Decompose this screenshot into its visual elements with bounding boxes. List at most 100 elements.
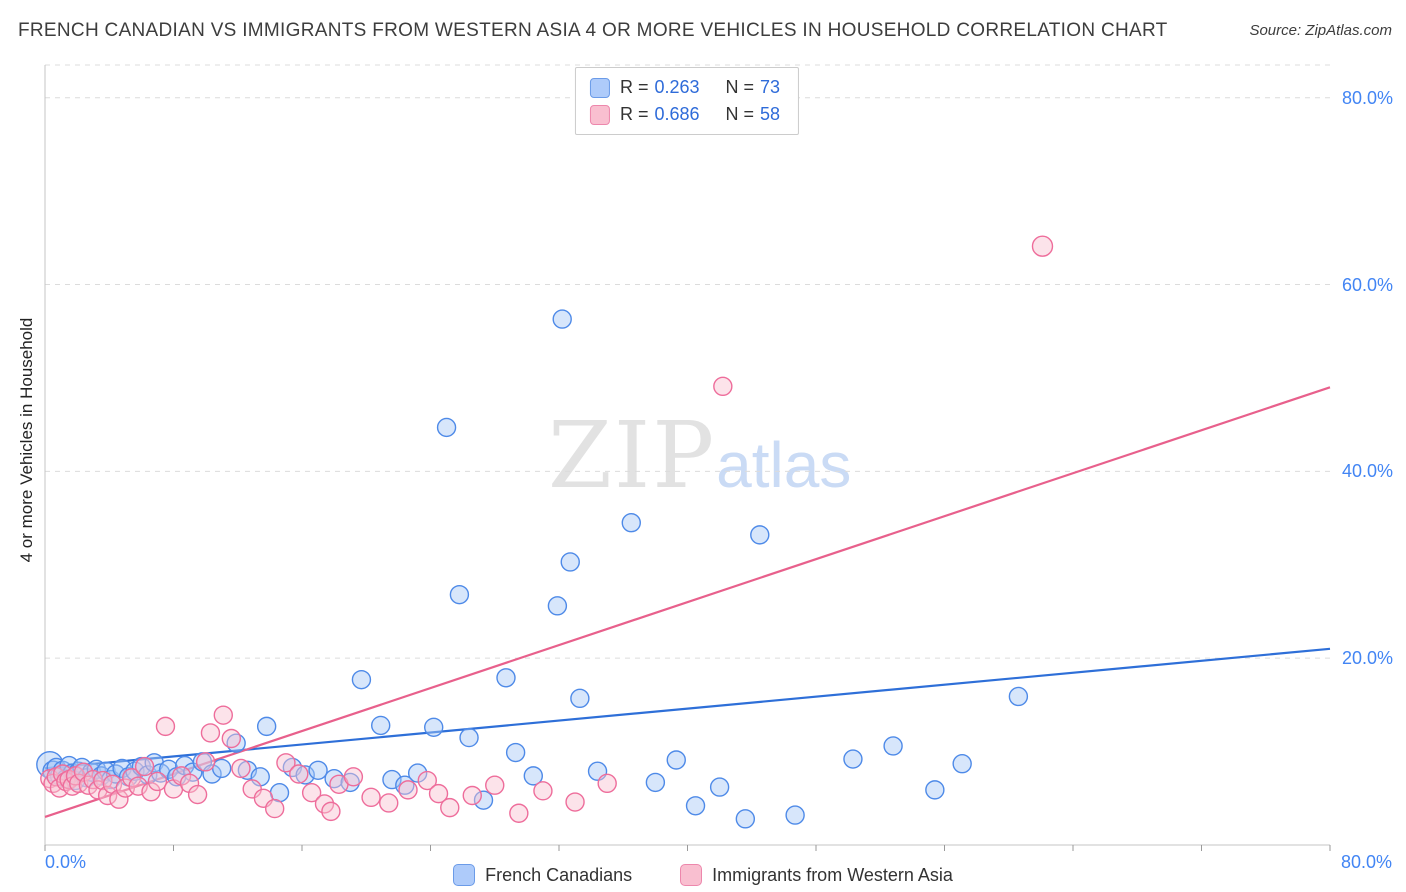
y-axis-title: 4 or more Vehicles in Household bbox=[17, 317, 36, 563]
data-point bbox=[398, 780, 418, 800]
data-point bbox=[440, 797, 460, 818]
legend-label: Immigrants from Western Asia bbox=[712, 864, 953, 885]
data-point bbox=[735, 809, 756, 829]
data-point bbox=[666, 750, 686, 770]
bottom-legend-item: Immigrants from Western Asia bbox=[680, 864, 953, 886]
legend-row: R = 0.263 N = 73 bbox=[589, 77, 781, 98]
data-point bbox=[685, 796, 706, 816]
legend-label: French Canadians bbox=[485, 864, 633, 885]
data-point bbox=[314, 794, 335, 814]
n-value: 58 bbox=[760, 104, 781, 124]
data-point bbox=[343, 767, 364, 787]
data-point bbox=[645, 772, 666, 793]
data-point bbox=[141, 782, 161, 802]
data-point bbox=[509, 803, 529, 823]
data-point bbox=[134, 756, 155, 777]
data-point bbox=[195, 752, 216, 772]
data-point bbox=[473, 790, 494, 810]
data-point bbox=[621, 513, 641, 533]
legend-swatch bbox=[589, 77, 610, 98]
data-point bbox=[552, 309, 572, 329]
data-point bbox=[417, 770, 437, 791]
data-point bbox=[560, 552, 580, 572]
bottom-legend-item: French Canadians bbox=[453, 864, 632, 886]
data-point bbox=[213, 705, 233, 725]
data-point bbox=[88, 780, 108, 800]
data-point bbox=[713, 376, 733, 397]
data-point bbox=[459, 727, 479, 748]
legend-row: R = 0.686 N = 58 bbox=[589, 104, 781, 125]
data-point bbox=[565, 792, 585, 812]
data-point bbox=[361, 787, 381, 808]
data-point bbox=[200, 723, 221, 743]
data-point bbox=[183, 762, 203, 782]
data-point bbox=[187, 784, 208, 805]
x-axis-min-label: 0.0% bbox=[45, 852, 87, 872]
data-point bbox=[462, 785, 482, 806]
data-point bbox=[171, 766, 192, 786]
trend-line bbox=[44, 386, 1331, 819]
y-tick-label: 80.0% bbox=[1342, 87, 1394, 108]
data-point bbox=[308, 760, 328, 780]
data-point bbox=[231, 758, 251, 779]
data-point bbox=[371, 715, 391, 736]
data-point bbox=[843, 749, 863, 769]
data-point bbox=[523, 766, 543, 786]
data-point bbox=[321, 801, 341, 822]
data-point bbox=[709, 777, 730, 797]
r-value: 0.263 bbox=[654, 77, 700, 97]
n-label: N = bbox=[725, 77, 755, 97]
data-point bbox=[952, 754, 972, 774]
data-point bbox=[883, 736, 903, 756]
data-point bbox=[428, 783, 449, 804]
data-point bbox=[485, 775, 505, 795]
data-point bbox=[301, 782, 322, 803]
data-point bbox=[379, 793, 399, 813]
legend-swatch bbox=[680, 864, 703, 886]
r-label: R = bbox=[619, 77, 649, 97]
data-point bbox=[570, 688, 590, 709]
data-point bbox=[221, 728, 242, 749]
legend-swatch bbox=[589, 104, 610, 125]
data-point bbox=[750, 525, 770, 545]
trend-line bbox=[44, 647, 1331, 770]
data-point bbox=[496, 668, 516, 688]
data-point bbox=[351, 669, 372, 690]
y-tick-label: 20.0% bbox=[1342, 648, 1394, 669]
data-point bbox=[276, 753, 296, 773]
data-point bbox=[1008, 686, 1029, 707]
y-tick-label: 60.0% bbox=[1342, 274, 1394, 295]
legend-box: R = 0.263 N = 73 R = 0.686 N = 58 bbox=[574, 67, 800, 135]
r-label: R = bbox=[619, 104, 649, 124]
data-point bbox=[69, 773, 89, 794]
y-tick-label: 40.0% bbox=[1342, 461, 1394, 482]
data-point bbox=[449, 584, 470, 605]
data-point bbox=[211, 758, 232, 779]
source-label: Source: ZipAtlas.com bbox=[1249, 22, 1392, 39]
x-axis-max-label: 80.0% bbox=[1340, 852, 1392, 872]
data-point bbox=[505, 742, 526, 763]
data-point bbox=[109, 789, 129, 809]
data-point bbox=[407, 763, 428, 783]
r-value: 0.686 bbox=[654, 104, 700, 124]
data-point bbox=[93, 770, 113, 791]
data-point bbox=[597, 773, 617, 794]
data-point bbox=[97, 785, 118, 806]
n-value: 73 bbox=[760, 77, 781, 97]
chart-title: FRENCH CANADIAN VS IMMIGRANTS FROM WESTE… bbox=[18, 20, 1168, 41]
data-point bbox=[925, 780, 945, 800]
bottom-legend: French Canadians Immigrants from Western … bbox=[0, 864, 1406, 886]
data-point bbox=[547, 596, 568, 616]
data-point bbox=[785, 805, 805, 825]
data-point bbox=[155, 716, 176, 737]
data-point bbox=[289, 764, 309, 784]
data-point bbox=[202, 764, 222, 784]
legend-swatch bbox=[453, 864, 476, 886]
data-point bbox=[256, 716, 277, 737]
n-label: N = bbox=[725, 104, 755, 124]
data-point bbox=[264, 798, 285, 819]
data-point bbox=[424, 717, 444, 737]
data-point bbox=[436, 417, 457, 438]
